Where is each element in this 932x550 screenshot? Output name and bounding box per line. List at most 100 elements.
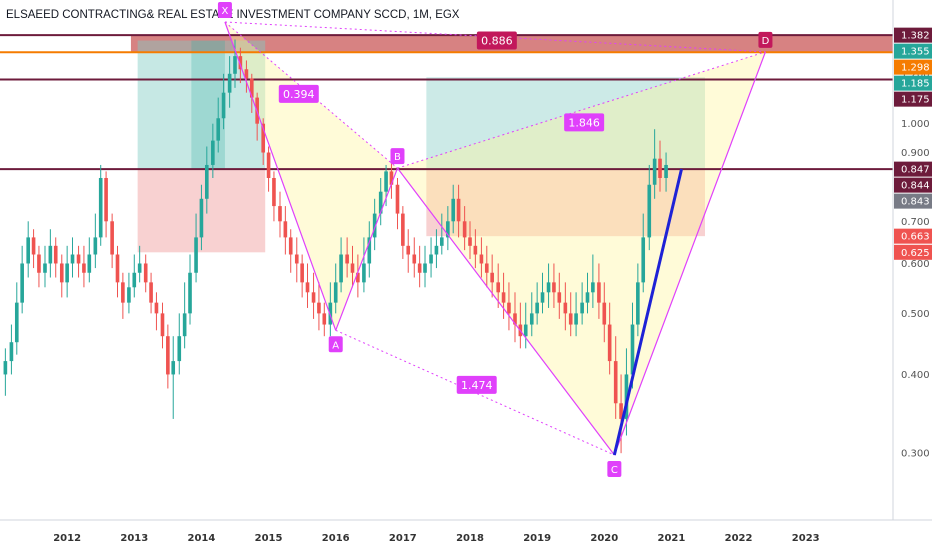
candle-body: [395, 184, 400, 214]
candle-body: [177, 336, 182, 362]
candle-body: [378, 191, 383, 214]
candle-body: [446, 221, 450, 238]
price-tag: 1.355: [894, 43, 932, 59]
candle-body: [479, 254, 484, 264]
candle-body: [211, 140, 215, 165]
price-tag-text: 1.175: [901, 95, 930, 106]
candle-body: [188, 272, 192, 314]
pattern-leg-XA: [224, 21, 337, 331]
candle-body: [484, 263, 489, 273]
y-tick-label: 0.900: [901, 148, 930, 159]
ratio-label-box: [564, 113, 605, 132]
candle-body: [182, 313, 187, 337]
y-tick-label: 0.300: [901, 449, 930, 460]
price-tag-text: 1.185: [901, 79, 930, 90]
y-tick-label: 0.700: [901, 217, 930, 228]
candle-body: [658, 158, 662, 178]
candle-body: [244, 69, 249, 79]
candle-body: [462, 221, 467, 238]
candle-body: [513, 313, 517, 325]
pattern-point-D: D: [758, 31, 773, 48]
candle-body: [591, 282, 595, 293]
pattern-leg-BC: [397, 167, 615, 456]
pattern-point-text: X: [221, 6, 228, 17]
candle-body: [597, 282, 601, 303]
price-tag: 1.185: [894, 75, 932, 91]
candle-body: [557, 292, 562, 303]
candle-body: [121, 282, 125, 303]
price-tag: 0.844: [894, 177, 932, 193]
x-tick-label: 2020: [590, 533, 618, 544]
ratio-label: 1.474: [456, 375, 497, 394]
pattern-point-A: A: [328, 336, 343, 353]
harmonic-triangle-bcd: [397, 51, 766, 456]
price-tag: 0.843: [894, 193, 932, 209]
candle-body: [278, 206, 282, 222]
candle-body: [429, 254, 433, 264]
candle-body: [3, 361, 8, 375]
pattern-leg-CD: [613, 51, 766, 456]
ratio-label: 1.846: [564, 113, 605, 132]
pattern-point-C: C: [607, 461, 622, 478]
candle-body: [110, 221, 114, 255]
candle-body: [356, 272, 360, 283]
candle-body: [31, 237, 36, 255]
price-tag-box: [894, 27, 932, 43]
resistance-zone: [130, 35, 932, 53]
x-tick-label: 2013: [120, 533, 148, 544]
candle-body: [149, 282, 153, 303]
candle-body: [37, 254, 41, 273]
candle-body: [127, 287, 131, 303]
candle-body: [372, 213, 377, 238]
x-tick-label: 2018: [456, 533, 484, 544]
candle-body: [43, 263, 47, 273]
candle-body: [636, 282, 640, 325]
candle-body: [294, 254, 299, 264]
candle-body: [384, 171, 388, 192]
candle-body: [93, 237, 98, 255]
ratio-label-text: 1.846: [568, 116, 600, 129]
candle-body: [104, 177, 108, 222]
pattern-point-box: [217, 2, 232, 18]
pattern-point-box: [607, 461, 622, 478]
candle-body: [160, 313, 165, 337]
x-tick-label: 2016: [322, 533, 350, 544]
chart-title: ELSAEED CONTRACTING& REAL ESTATE INVESTM…: [6, 9, 460, 21]
pattern-point-text: C: [611, 465, 618, 476]
price-tag-text: 1.355: [901, 47, 930, 58]
price-tag-text: 0.843: [901, 197, 930, 208]
candle-body: [401, 213, 405, 246]
x-tick-label: 2015: [255, 533, 283, 544]
candle-body: [652, 158, 657, 185]
candle-body: [535, 302, 539, 314]
price-tag-text: 0.625: [901, 248, 930, 259]
candle-body: [473, 245, 478, 255]
candle-body: [345, 254, 349, 264]
target-zone-left: [137, 40, 266, 170]
candle-body: [166, 336, 170, 375]
candle-body: [300, 263, 304, 283]
price-tag: 1.382: [894, 27, 932, 43]
candle-body: [613, 361, 618, 404]
candle-body: [529, 313, 534, 325]
candle-body: [14, 302, 19, 343]
x-tick-label: 2022: [725, 533, 753, 544]
price-tag-box: [894, 244, 932, 260]
candle-body: [216, 118, 221, 141]
candle-body: [199, 198, 204, 238]
pattern-ratio-line-BD: [397, 51, 766, 169]
pattern-point-X: X: [217, 2, 232, 18]
candle-body: [490, 272, 494, 283]
price-tag-text: 1.382: [901, 31, 930, 42]
candle-body: [70, 254, 75, 264]
candle-body: [65, 263, 69, 283]
price-tag-box: [894, 59, 932, 75]
candle-body: [261, 123, 266, 153]
y-tick-label: 0.500: [901, 309, 930, 320]
candle-body: [451, 198, 456, 222]
candle-body: [624, 374, 629, 419]
price-tag: 0.663: [894, 228, 932, 244]
price-tag: 1.298: [894, 59, 932, 75]
candle-body: [580, 302, 584, 314]
price-tag: 0.625: [894, 244, 932, 260]
